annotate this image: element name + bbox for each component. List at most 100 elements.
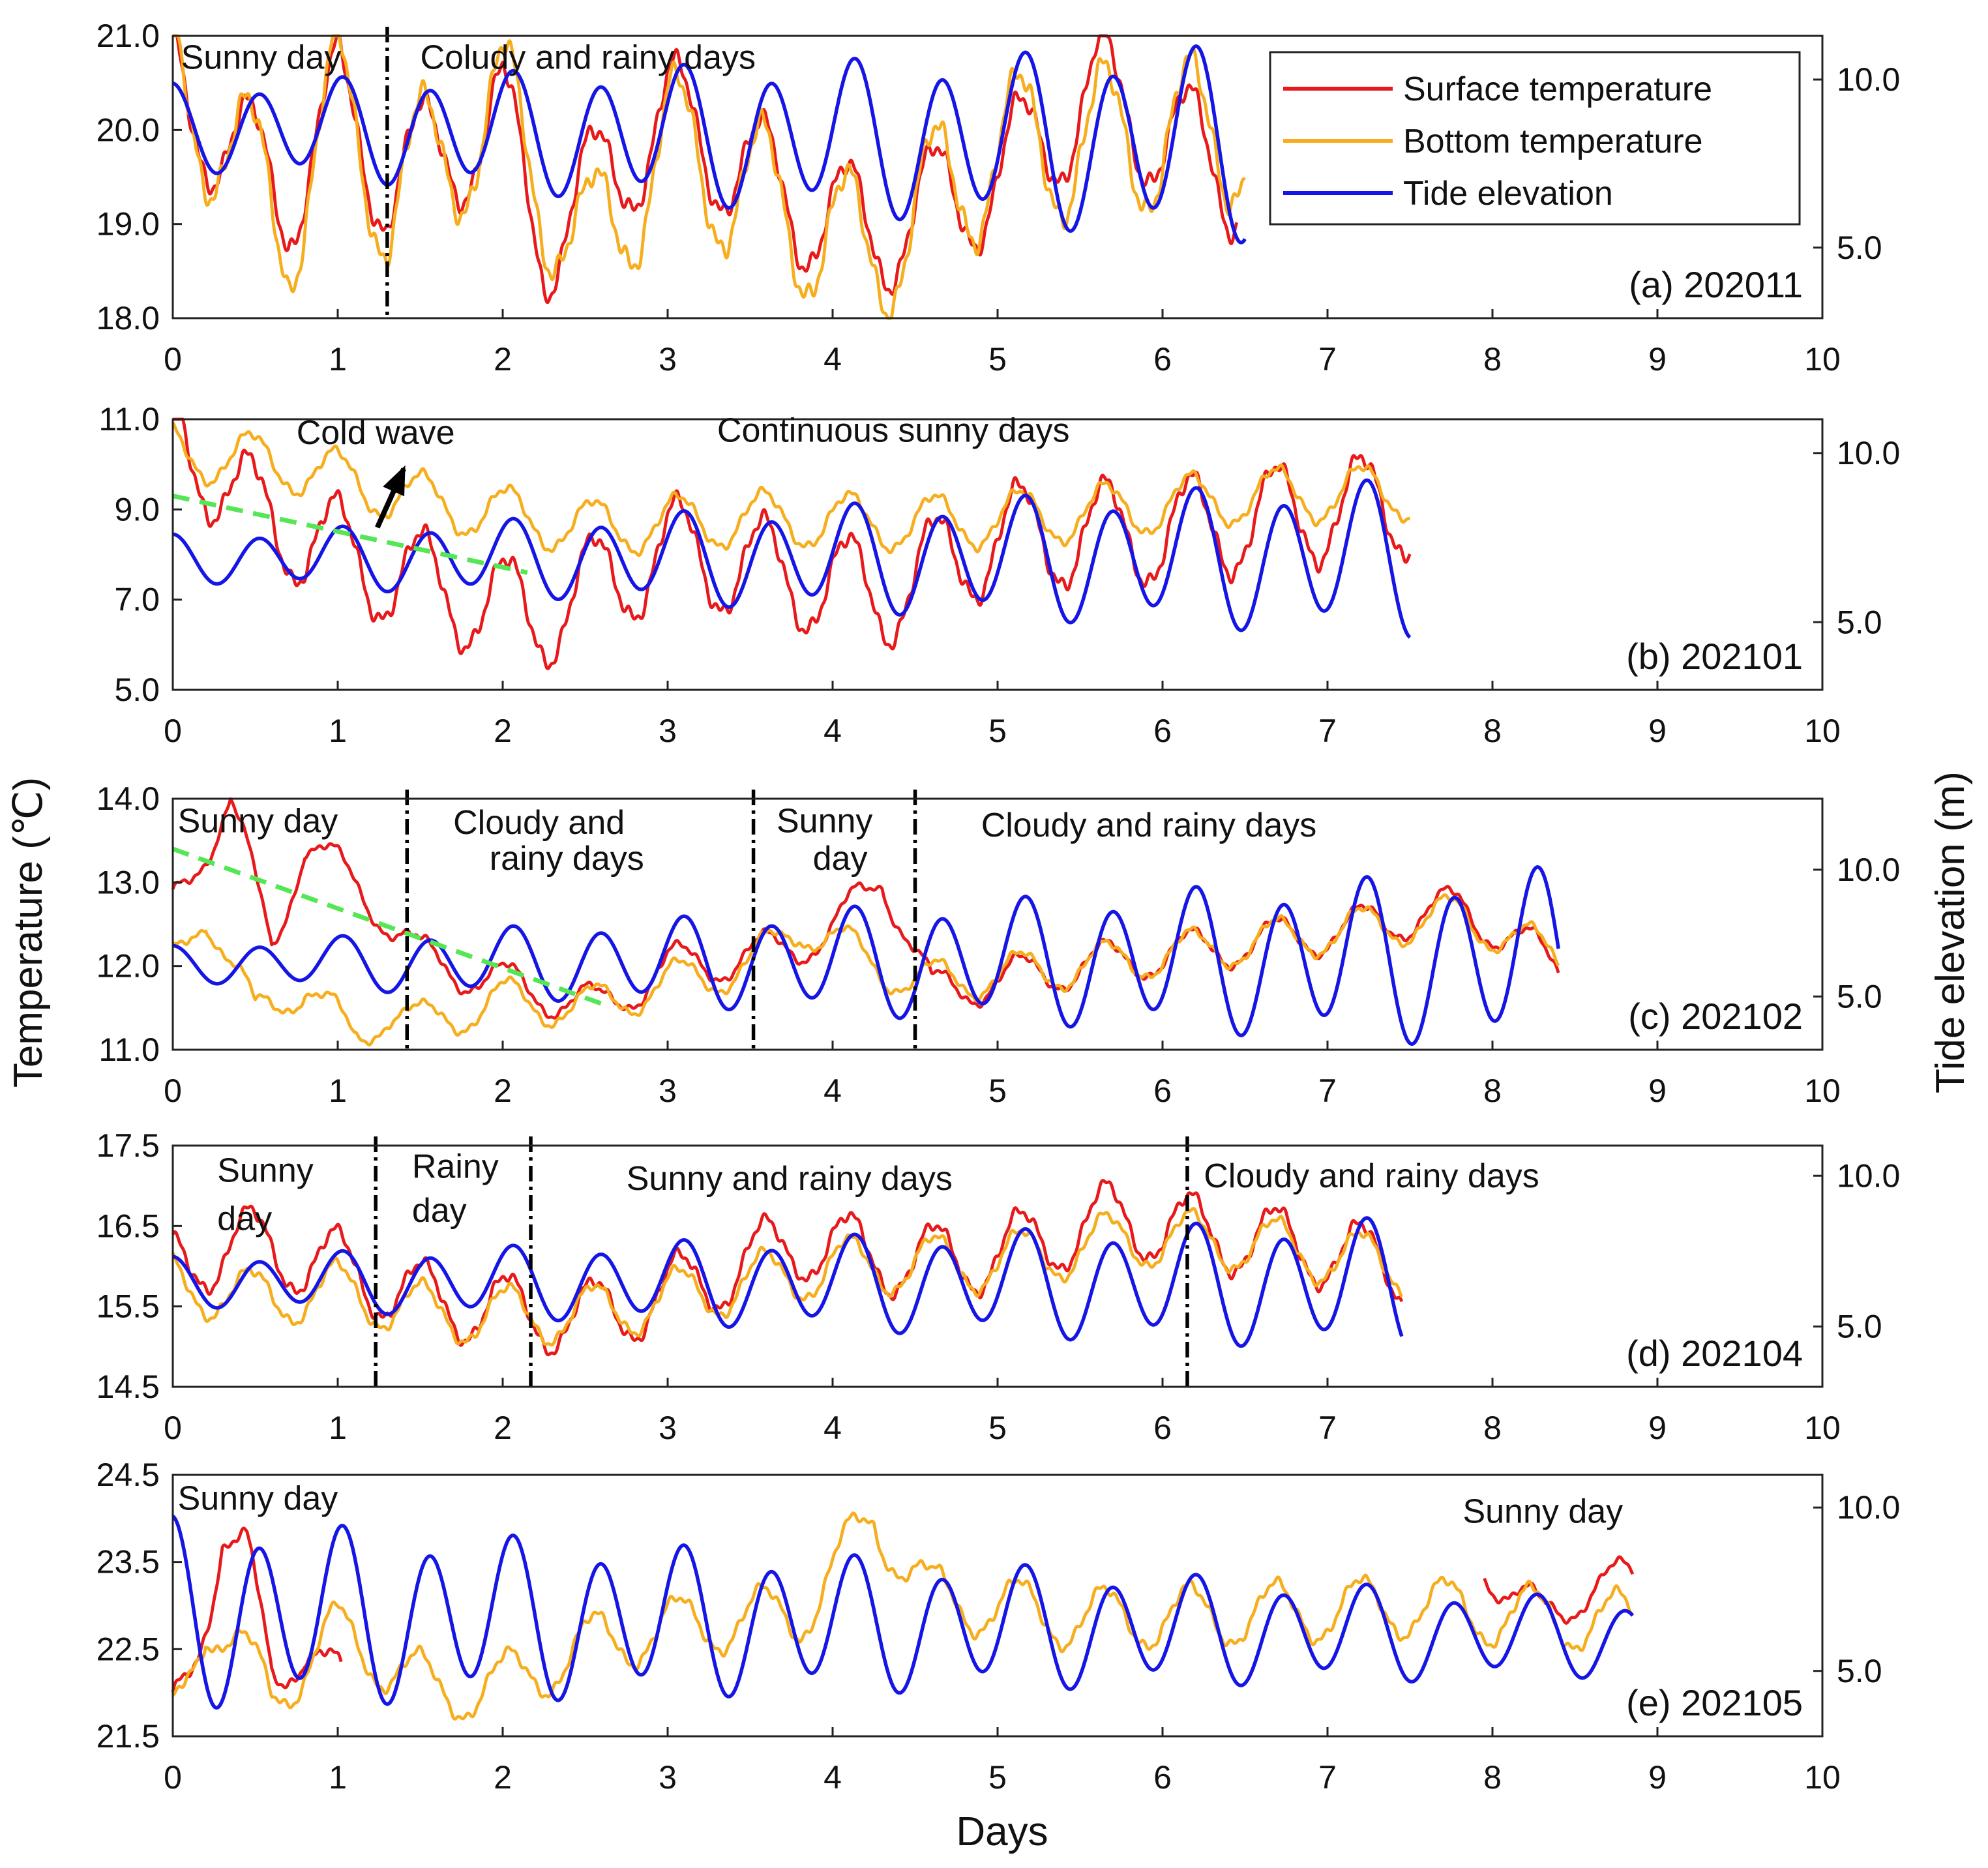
- panel-4-x-tick-label: 5: [988, 1410, 1007, 1446]
- panel-1-x-tick-label: 9: [1648, 341, 1667, 378]
- panel-4-annotation: Sunny and rainy days: [627, 1160, 953, 1198]
- panel-4-x-tick-label: 2: [494, 1410, 512, 1446]
- panel-3-annotation: day: [813, 840, 868, 878]
- panel-2-x-tick-label: 3: [659, 713, 677, 749]
- panel-2-x-tick-label: 0: [164, 713, 182, 749]
- panel-3-x-tick-label: 3: [659, 1073, 677, 1109]
- panel-3-trend-line: [171, 846, 602, 1006]
- panel-3-y2-tick-label: 10.0: [1837, 852, 1900, 888]
- panel-2-y-tick-label: 5.0: [114, 672, 160, 708]
- panel-5-x-tick-label: 8: [1483, 1759, 1502, 1796]
- panel-5-y2-tick-label: 5.0: [1837, 1653, 1882, 1689]
- panel-5-panel-label: (e) 202105: [1626, 1682, 1803, 1723]
- panel-5-x-tick-label: 9: [1648, 1759, 1667, 1796]
- panel-1-x-tick-label: 7: [1318, 341, 1337, 378]
- legend-box: [1269, 51, 1801, 226]
- panel-5-y-tick-label: 21.5: [96, 1718, 160, 1755]
- panel-2-x-tick-label: 8: [1483, 713, 1502, 749]
- panel-2-x-tick-label: 10: [1804, 713, 1841, 749]
- panel-3-annotation: Cloudy and rainy days: [981, 807, 1317, 844]
- panel-3-x-tick-label: 0: [164, 1073, 182, 1109]
- panel-3-x-tick-label: 8: [1483, 1073, 1502, 1109]
- panel-2-y2-tick-label: 10.0: [1837, 435, 1900, 471]
- panel-5-x-tick-label: 4: [823, 1759, 842, 1796]
- panel-4-annotation: day: [217, 1200, 272, 1238]
- panel-1-annotation: Sunny day: [181, 39, 342, 77]
- panel-1-x-tick-label: 0: [164, 341, 182, 378]
- panel-5-y-tick-label: 24.5: [96, 1457, 160, 1493]
- panel-3-x-tick-label: 1: [329, 1073, 347, 1109]
- panel-3-x-tick-label: 2: [494, 1073, 512, 1109]
- panel-1-y-tick-label: 20.0: [96, 111, 160, 148]
- panel-5-y-tick-label: 22.5: [96, 1631, 160, 1667]
- panel-3-x-tick-label: 9: [1648, 1073, 1667, 1109]
- panel-5-x-tick-label: 3: [659, 1759, 677, 1796]
- panel-5-series-bottom-line: [171, 1511, 1634, 1721]
- panel-4-annotation: Sunny: [217, 1152, 313, 1190]
- panel-2-y-tick-label: 9.0: [114, 491, 160, 527]
- panel-4-y-tick-label: 15.5: [96, 1288, 160, 1325]
- x-axis-label: Days: [956, 1809, 1048, 1854]
- panel-3-annotation: rainy days: [490, 840, 644, 878]
- panel-3-panel-label: (c) 202102: [1628, 996, 1803, 1037]
- panel-2-trend-line: [172, 494, 528, 575]
- panel-3-annotation: Cloudy and: [453, 804, 625, 842]
- panel-1-x-tick-label: 3: [659, 341, 677, 378]
- panel-1-y-tick-label: 19.0: [96, 206, 160, 243]
- panel-4-series-tide-line: [171, 1216, 1404, 1348]
- panel-2-x-tick-label: 7: [1318, 713, 1337, 749]
- panel-2-annotation: Continuous sunny days: [717, 412, 1070, 450]
- legend-label-bottom: Bottom temperature: [1403, 123, 1703, 160]
- panel-4-x-tick-label: 0: [164, 1410, 182, 1446]
- panel-4-series-surface-line: [171, 1179, 1404, 1357]
- legend-label-tide: Tide elevation: [1403, 175, 1613, 213]
- panel-1-y-tick-label: 21.0: [96, 18, 160, 54]
- panel-1-y2-tick-label: 10.0: [1837, 61, 1900, 98]
- panel-5-x-tick-label: 10: [1804, 1759, 1841, 1796]
- panel-5-annotation: Sunny day: [178, 1479, 338, 1517]
- panel-4-x-tick-label: 8: [1483, 1410, 1502, 1446]
- panel-5-x-tick-label: 7: [1318, 1759, 1337, 1796]
- panel-1-x-tick-label: 1: [329, 341, 347, 378]
- panel-3-series-bottom-line: [171, 893, 1560, 1046]
- panel-2-x-tick-label: 4: [823, 713, 842, 749]
- panel-4-x-tick-label: 10: [1804, 1410, 1841, 1446]
- panel-2-y-tick-label: 7.0: [114, 582, 160, 618]
- panel-2-cold-wave-arrowhead: [383, 465, 406, 497]
- panel-2-annotation: Cold wave: [297, 414, 455, 452]
- panel-2-panel-label: (b) 202101: [1626, 636, 1803, 677]
- panel-1-x-tick-label: 5: [988, 341, 1007, 378]
- panel-1-x-tick-label: 6: [1153, 341, 1172, 378]
- panel-4-y-tick-label: 17.5: [96, 1127, 160, 1164]
- panel-4-annotation: Cloudy and rainy days: [1204, 1157, 1539, 1195]
- y-axis-label-right: Tide elevation (m): [1928, 771, 1973, 1093]
- panel-4-y2-tick-label: 5.0: [1837, 1309, 1882, 1345]
- panel-2-y2-tick-label: 5.0: [1837, 604, 1882, 640]
- panel-2-x-tick-label: 9: [1648, 713, 1667, 749]
- panel-3-x-tick-label: 10: [1804, 1073, 1841, 1109]
- panel-5-x-tick-label: 2: [494, 1759, 512, 1796]
- panel-3-y-tick-label: 14.0: [96, 780, 160, 817]
- panel-2-x-tick-label: 1: [329, 713, 347, 749]
- panel-4-annotation: day: [412, 1192, 467, 1230]
- panel-2-x-tick-label: 2: [494, 713, 512, 749]
- panel-4-y2-tick-label: 10.0: [1837, 1157, 1900, 1194]
- panel-4-x-tick-label: 3: [659, 1410, 677, 1446]
- panel-5-series-surface-line: [171, 1526, 343, 1693]
- panel-1-panel-label: (a) 202011: [1629, 264, 1803, 305]
- panel-1-x-tick-label: 2: [494, 341, 512, 378]
- panel-3-x-tick-label: 7: [1318, 1073, 1337, 1109]
- panel-5-x-tick-label: 6: [1153, 1759, 1172, 1796]
- panel-3-series-tide-line: [171, 865, 1560, 1046]
- panel-4-y-tick-label: 16.5: [96, 1208, 160, 1244]
- panel-2-x-tick-label: 6: [1153, 713, 1172, 749]
- panel-1-y2-tick-label: 5.0: [1837, 230, 1882, 266]
- legend-label-surface: Surface temperature: [1403, 70, 1712, 108]
- panel-3-y2-tick-label: 5.0: [1837, 978, 1882, 1015]
- panel-1-x-tick-label: 4: [823, 341, 842, 378]
- panel-2-plot-frame: [171, 418, 1824, 691]
- panel-1-series-bottom-line: [171, 34, 1246, 320]
- panel-4-x-tick-label: 7: [1318, 1410, 1337, 1446]
- panel-2-y-tick-label: 11.0: [98, 401, 160, 437]
